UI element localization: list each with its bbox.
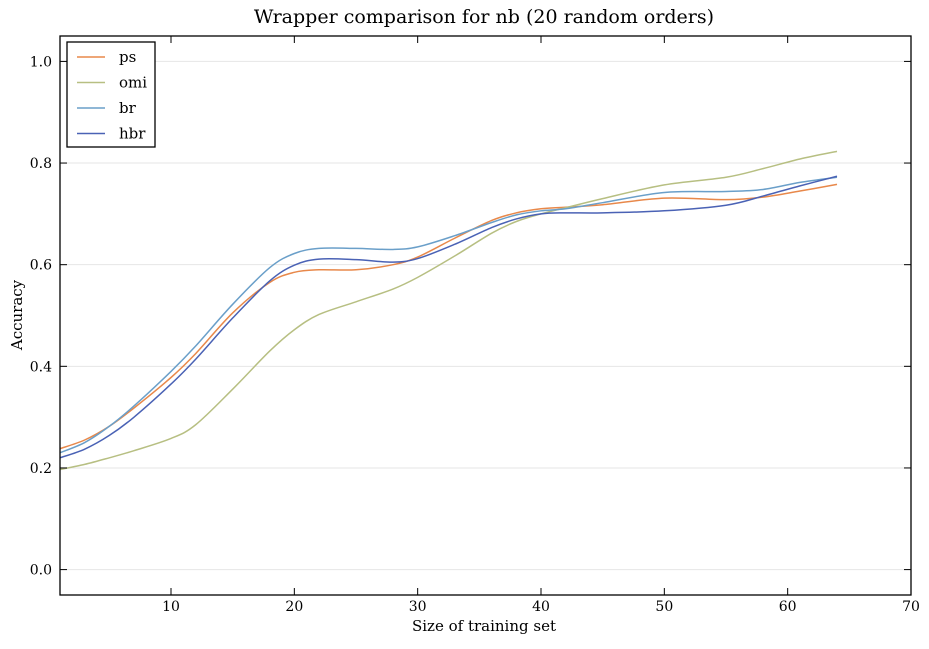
y-axis-label: Accuracy: [8, 279, 26, 351]
y-tick-label: 0.2: [30, 461, 52, 477]
legend-box: [66, 41, 156, 148]
x-tick-label: 10: [162, 599, 180, 615]
chart-title: Wrapper comparison for nb (20 random ord…: [254, 6, 714, 28]
legend-label-ps: ps: [119, 48, 136, 66]
legend-label-hbr: hbr: [119, 125, 146, 143]
grid: [60, 60, 911, 571]
x-axis-label: Size of training set: [412, 617, 556, 635]
y-tick-label: 1.0: [30, 54, 52, 70]
legend: ps omi br hbr: [66, 41, 156, 148]
series-line-br: [59, 176, 838, 454]
x-tick-label: 70: [902, 599, 920, 615]
plot-frame: [59, 35, 912, 596]
x-tick-label: 30: [409, 599, 427, 615]
series-lines: [59, 150, 838, 471]
x-tick-label: 20: [285, 599, 303, 615]
y-tick-label: 0.0: [30, 563, 52, 579]
y-tick-label: 0.4: [30, 359, 52, 375]
series-line-omi: [59, 150, 838, 471]
series-line-hbr: [59, 175, 838, 459]
legend-label-br: br: [119, 99, 137, 117]
y-tick-label: 0.6: [30, 258, 52, 274]
x-tick-label: 50: [655, 599, 673, 615]
series-line-ps: [59, 183, 838, 450]
legend-label-omi: omi: [119, 74, 147, 92]
y-tick-label: 0.8: [30, 156, 52, 172]
x-tick-label: 60: [779, 599, 797, 615]
axis-ticks: 0.0 0.2 0.4 0.6 0.8 1.0 10 20 30 40 50 60 70: [30, 36, 920, 615]
x-tick-label: 40: [532, 599, 550, 615]
